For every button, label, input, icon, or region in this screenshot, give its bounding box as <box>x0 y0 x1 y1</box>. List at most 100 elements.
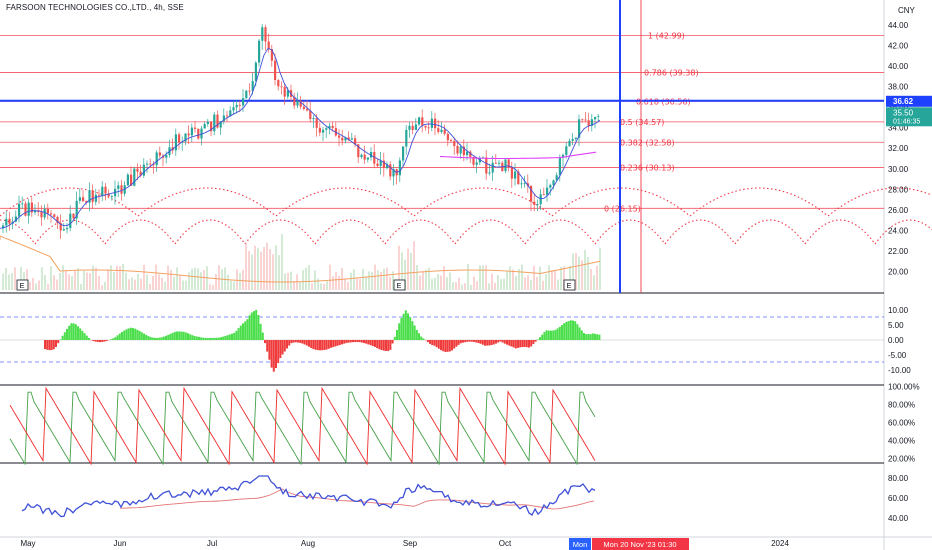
candle <box>411 121 414 134</box>
macd-histogram-bar <box>486 340 489 346</box>
candle <box>174 128 177 156</box>
fibonacci-retracement[interactable]: 1 (42.99) 0.786 (39.38) 0.618 (36.56) 0.5 (… <box>0 31 884 213</box>
volume-moving-average <box>0 235 601 283</box>
crosshair-day-bg <box>569 538 591 550</box>
volume-bar <box>434 277 436 290</box>
candle <box>475 156 478 174</box>
fib-level-label: 0.618 (36.56) <box>636 97 691 106</box>
macd-histogram-bar <box>338 340 341 346</box>
vertical-marker-lines[interactable] <box>619 0 642 293</box>
candlesticks[interactable] <box>2 24 600 239</box>
price-tag-countdown: 01:46:35 <box>893 118 920 125</box>
volume-bar <box>224 267 226 290</box>
candle-body <box>5 218 8 226</box>
volume-bar <box>539 266 541 290</box>
macd-histogram-bar <box>464 340 467 343</box>
candle <box>392 164 395 186</box>
candle <box>8 211 11 231</box>
macd-histogram-bar <box>147 335 150 340</box>
volume-bar <box>560 266 562 290</box>
candle-body <box>430 118 433 128</box>
candle-body <box>386 164 389 169</box>
candle <box>219 120 222 135</box>
macd-histogram-bar <box>167 334 170 340</box>
macd-histogram-bar <box>44 340 46 350</box>
candle <box>424 125 427 131</box>
price-tick: 40.00 <box>888 62 909 71</box>
price-tag-blue-bg <box>886 95 932 107</box>
candle-body <box>584 119 587 121</box>
volume-bar <box>251 254 253 290</box>
candle-body <box>309 110 312 120</box>
candle-body <box>139 171 142 176</box>
time-tick: Jun <box>114 539 127 548</box>
volume-bar <box>392 271 394 290</box>
macd-histogram-bar <box>365 340 368 344</box>
volume-bar <box>425 269 427 290</box>
macd-histogram-bar <box>563 323 566 340</box>
candle-body <box>210 121 213 132</box>
volume-bar <box>299 281 301 290</box>
macd-histogram-bar <box>151 337 154 340</box>
candle-body <box>27 202 30 216</box>
volume-bar <box>137 273 139 290</box>
candle-body <box>475 162 478 165</box>
earnings-marker: E <box>563 279 576 291</box>
macd-histogram-bar <box>431 340 434 346</box>
macd-histogram-bar <box>552 330 555 340</box>
macd-histogram-bar <box>506 340 508 345</box>
macd-histogram-bar <box>132 328 134 340</box>
earnings-marker-label: E <box>566 281 571 290</box>
candle-body <box>264 27 267 42</box>
candle-body <box>88 190 91 203</box>
rsi-tick: 80.00 <box>888 474 909 483</box>
candle <box>126 172 129 186</box>
macd-histogram-bar <box>363 340 365 344</box>
candle <box>190 123 193 143</box>
candle-body <box>152 164 155 166</box>
volume-bar <box>401 252 403 290</box>
earnings-marker: E <box>393 279 406 291</box>
volume-bar <box>71 276 73 290</box>
rsi-line <box>21 475 596 518</box>
volume-bar <box>578 256 580 290</box>
volume-bar <box>350 272 352 290</box>
candle <box>523 175 526 188</box>
candle-body <box>558 157 561 176</box>
volume-bar <box>596 265 598 290</box>
candle <box>267 33 270 53</box>
candle-body <box>440 129 443 132</box>
volume-bar <box>158 274 160 290</box>
candle <box>277 79 280 91</box>
candle-body <box>370 152 373 158</box>
macd-histogram-bar <box>585 334 588 340</box>
macd-histogram-bar <box>61 335 64 340</box>
volume-bar <box>440 275 442 290</box>
candle-body <box>98 194 101 196</box>
candle <box>578 114 581 147</box>
candle <box>485 150 488 180</box>
volume-bar <box>470 285 472 290</box>
chart-title: FARSOON TECHNOLOGIES CO.,LTD., 4h, SSE <box>6 3 184 12</box>
volume-bar <box>500 278 502 290</box>
price-and-time-axes[interactable]: CNY44.0042.0040.0038.0036.0034.0032.0030… <box>20 6 932 550</box>
candle <box>69 205 72 232</box>
macd-histogram-bar <box>495 340 497 344</box>
macd-histogram-bar <box>484 340 486 346</box>
macd-histogram-bar <box>385 340 387 351</box>
macd-histogram-bar <box>114 337 117 340</box>
macd-histogram-bar <box>477 340 480 344</box>
candle-body <box>443 129 446 134</box>
volume-bar <box>332 275 334 290</box>
volume-bar <box>38 280 40 290</box>
candle-body <box>133 168 136 186</box>
macd-histogram-bar <box>228 334 231 340</box>
candle <box>370 147 373 161</box>
macd-histogram-bar <box>334 340 337 347</box>
macd-histogram-bar <box>257 315 260 340</box>
macd-histogram-bar <box>136 329 139 340</box>
volume-bar <box>161 277 163 290</box>
candle <box>280 81 283 95</box>
